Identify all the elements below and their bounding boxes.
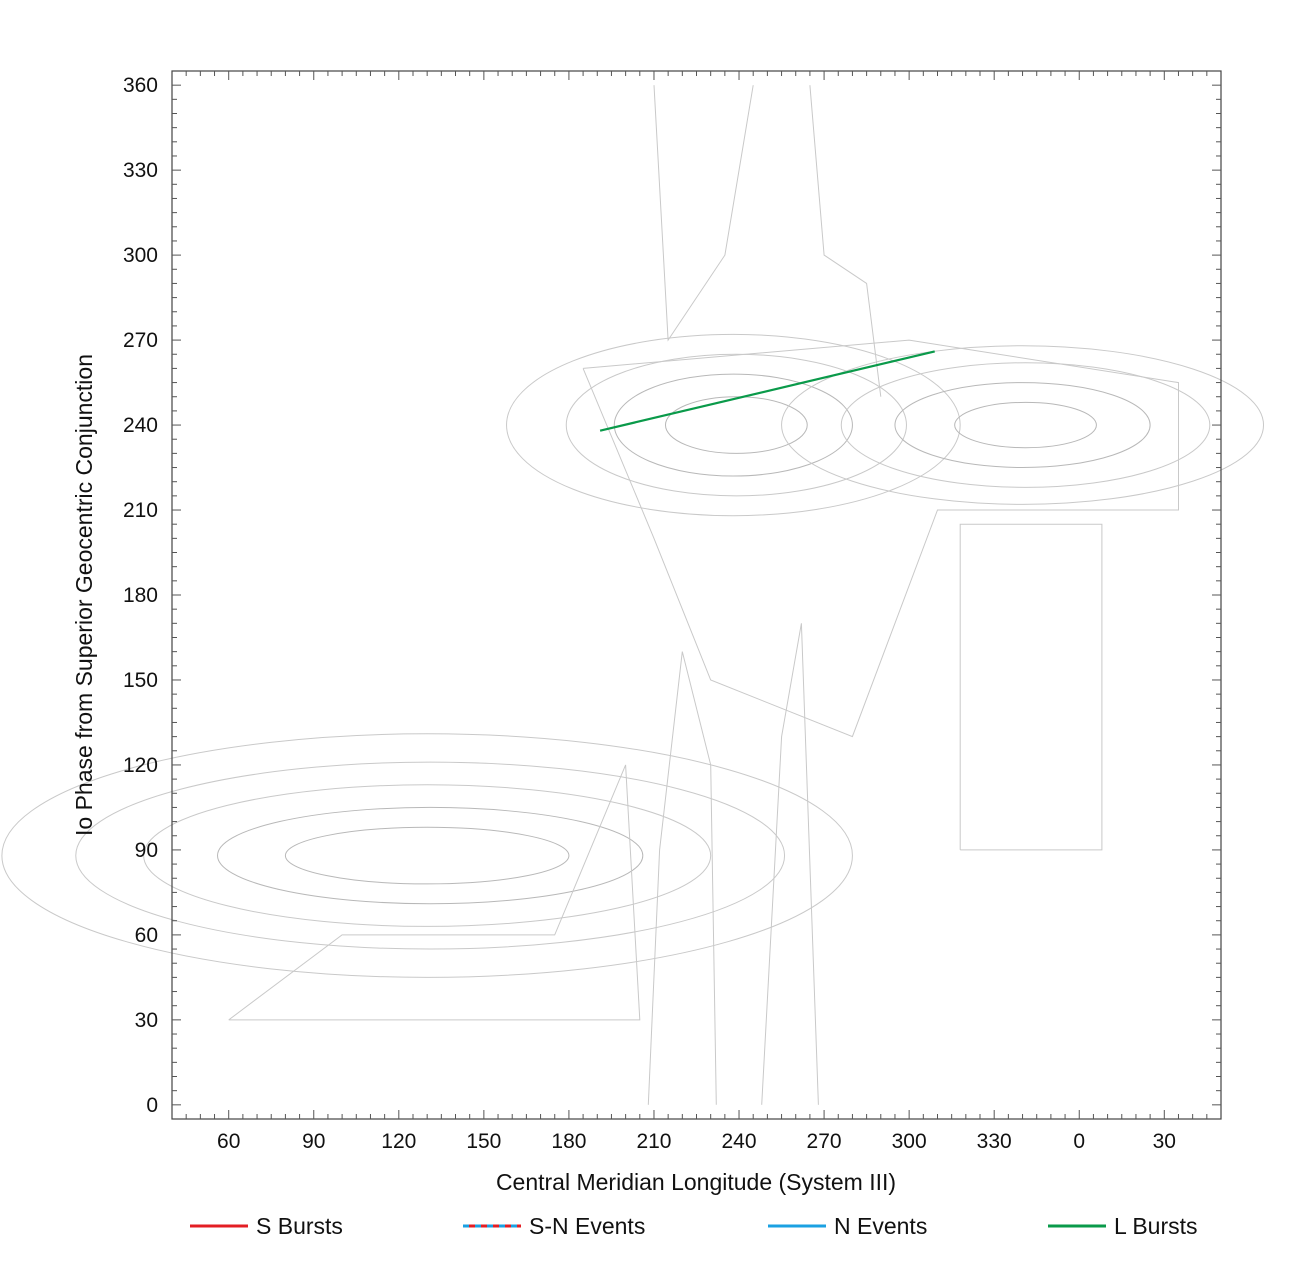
x-tick-label: 270 (807, 1130, 842, 1153)
y-tick-label: 240 (123, 414, 158, 437)
contour-field (1, 85, 1265, 1105)
x-tick-label: 0 (1073, 1130, 1085, 1153)
contour-level (143, 784, 712, 927)
x-tick-label: 60 (217, 1130, 240, 1153)
contour-level (781, 345, 1265, 505)
x-tick-label: 180 (551, 1130, 586, 1153)
x-tick-label: 330 (977, 1130, 1012, 1153)
legend-label-s-bursts: S Bursts (256, 1213, 343, 1239)
y-axis-title: Io Phase from Superior Geocentric Conjun… (71, 354, 97, 836)
y-tick-label: 0 (146, 1094, 158, 1117)
contour-level (664, 396, 808, 454)
y-tick-label: 30 (135, 1009, 158, 1032)
y-tick-label: 120 (123, 754, 158, 777)
y-tick-label: 360 (123, 74, 158, 97)
contour-level (506, 333, 961, 517)
contour-envelope (959, 523, 1103, 851)
y-tick-label: 330 (123, 159, 158, 182)
plot-frame (171, 70, 1222, 1120)
x-tick-label: 210 (636, 1130, 671, 1153)
legend-label-s-n-events: S-N Events (529, 1213, 645, 1239)
x-tick-label: 30 (1153, 1130, 1176, 1153)
contour-level (613, 373, 853, 477)
contour-level (840, 362, 1211, 488)
y-tick-label: 180 (123, 584, 158, 607)
x-tick-label: 90 (302, 1130, 325, 1153)
contour-level (75, 761, 786, 950)
legend-label-l-bursts: L Bursts (1114, 1213, 1198, 1239)
y-tick-label: 270 (123, 329, 158, 352)
contour-envelope (647, 651, 717, 1105)
y-tick-labels: 0 30 60 90 120 150 180 210 240 270 300 330 360 (123, 74, 158, 1117)
y-tick-label: 60 (135, 924, 158, 947)
contour-envelope (809, 85, 882, 397)
y-tick-label: 90 (135, 839, 158, 862)
y-tick-label: 150 (123, 669, 158, 692)
legend: S Bursts S-N Events N Events L Bursts (190, 1213, 1198, 1239)
x-tick-label: 150 (466, 1130, 501, 1153)
series-line-l-bursts (599, 350, 935, 432)
contour-envelope (761, 623, 819, 1105)
contour-level (894, 382, 1151, 469)
contour-level (284, 826, 570, 885)
axis-ticks (172, 71, 1221, 1119)
contour-envelope (582, 339, 1179, 738)
series-lines (599, 350, 935, 432)
contour-envelope (653, 85, 754, 342)
contour-level (954, 401, 1097, 449)
legend-label-n-events: N Events (834, 1213, 927, 1239)
x-tick-label: 240 (722, 1130, 757, 1153)
contour-level (217, 806, 644, 905)
x-tick-label: 300 (892, 1130, 927, 1153)
contour-level (1, 733, 853, 978)
y-tick-label: 300 (123, 244, 158, 267)
x-tick-label: 120 (381, 1130, 416, 1153)
y-tick-label: 210 (123, 499, 158, 522)
contour-envelope (228, 764, 641, 1021)
x-axis-title: Central Meridian Longitude (System III) (496, 1169, 896, 1195)
contour-level (565, 353, 907, 497)
x-tick-labels: 60 90 120 150 180 210 240 270 300 330 0 30 (217, 1130, 1176, 1153)
